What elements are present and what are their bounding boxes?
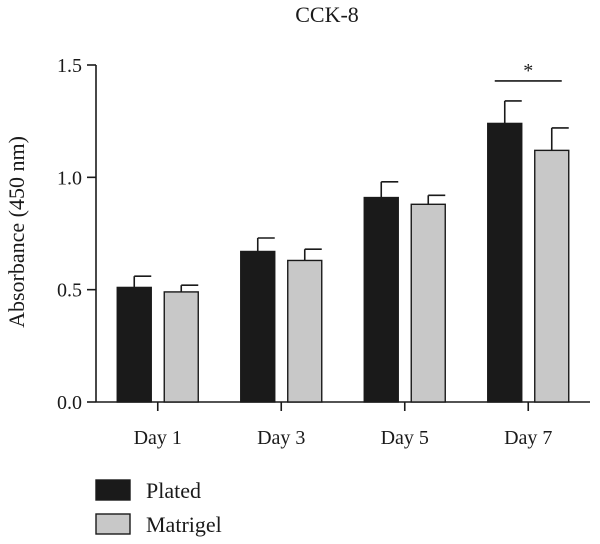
legend: Plated Matrigel	[95, 478, 222, 537]
significance-marker: *	[523, 60, 533, 82]
bar-matrigel	[287, 259, 323, 403]
x-tick-label: Day 7	[504, 427, 552, 449]
y-tick-label: 1.0	[57, 167, 82, 189]
y-tick-label: 0.5	[57, 280, 82, 302]
bar-plated	[487, 122, 523, 403]
chart-title: CCK-8	[295, 2, 359, 27]
bar-plated	[363, 196, 399, 403]
legend-swatch-plated	[95, 479, 131, 501]
legend-swatch-matrigel	[95, 513, 131, 535]
bar-matrigel	[534, 149, 570, 403]
bar-matrigel	[163, 291, 199, 403]
y-axis-label: Absorbance (450 nm)	[4, 136, 29, 328]
bar-matrigel	[410, 203, 446, 403]
y-tick-label: 0.0	[57, 392, 82, 414]
bar-plated	[116, 286, 152, 403]
x-tick-label: Day 1	[134, 427, 182, 449]
legend-label: Plated	[146, 478, 201, 503]
bars: *	[116, 60, 570, 403]
x-tick-label: Day 5	[381, 427, 429, 449]
bar-plated	[240, 250, 276, 403]
axes: 0.0 0.5 1.0 1.5 Day 1 Day 3 Day 5 Day 7	[57, 55, 590, 449]
legend-label: Matrigel	[146, 512, 222, 537]
y-tick-label: 1.5	[57, 55, 82, 77]
x-tick-label: Day 3	[257, 427, 305, 449]
